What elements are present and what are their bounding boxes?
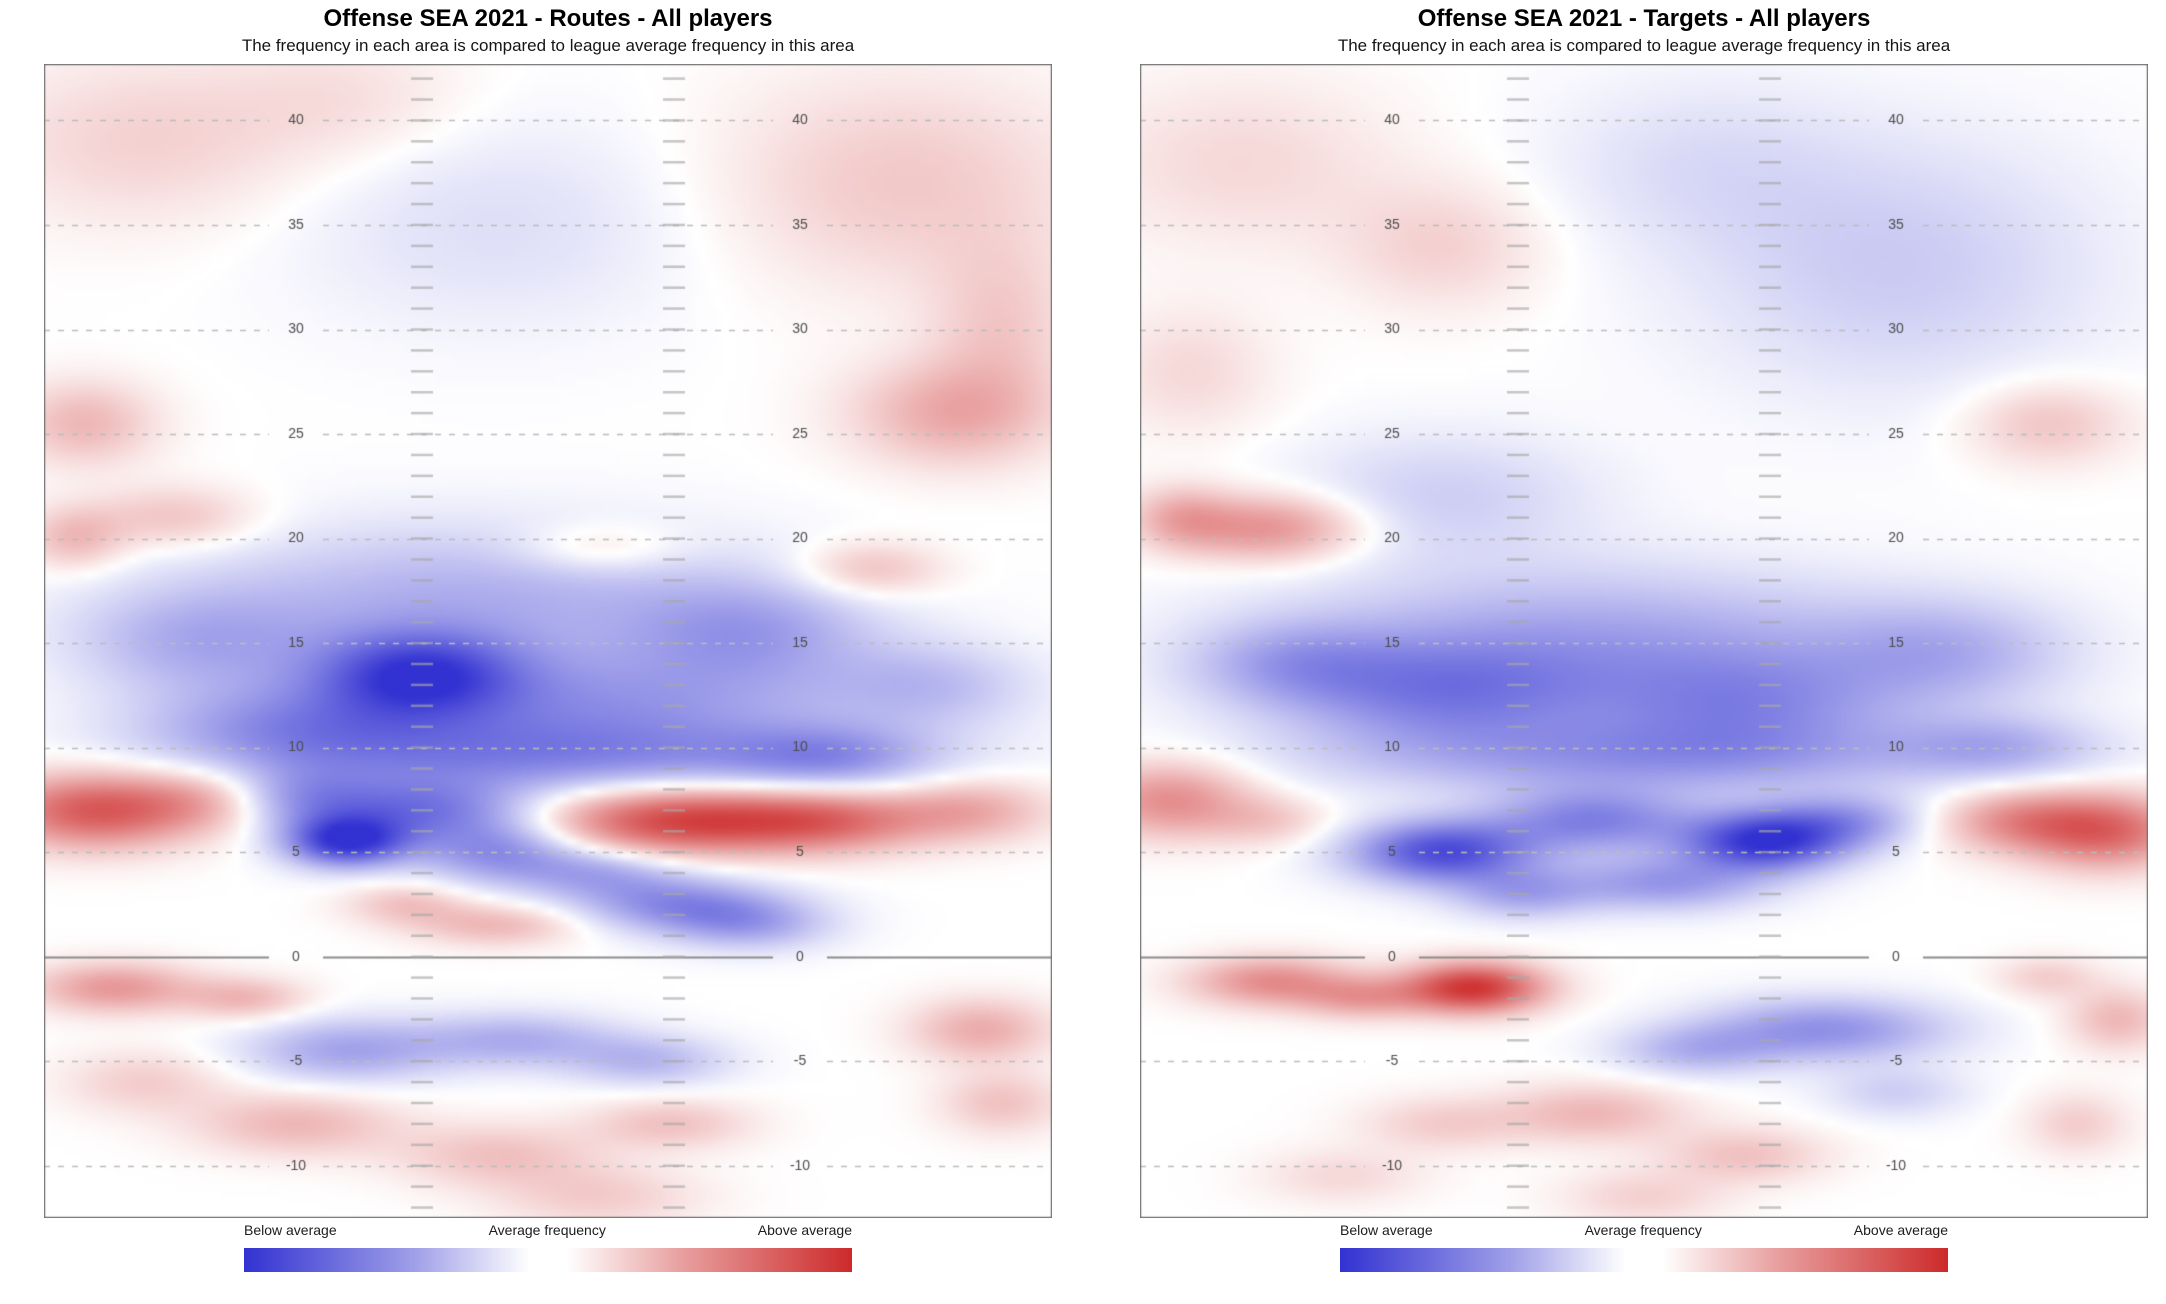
chart-title-targets: Offense SEA 2021 - Targets - All players bbox=[1417, 5, 1871, 32]
colorbar-gradient-routes bbox=[244, 1248, 852, 1272]
colorbar-label-average: Average frequency bbox=[488, 1222, 606, 1238]
field-plot-routes bbox=[44, 64, 1052, 1218]
field-heatmap-canvas-targets bbox=[1140, 64, 2148, 1218]
colorbar-label-below: Below average bbox=[1340, 1222, 1433, 1238]
colorbar-label-above: Above average bbox=[757, 1222, 852, 1238]
colorbar-label-average: Average frequency bbox=[1584, 1222, 1702, 1238]
colorbar-label-above: Above average bbox=[1853, 1222, 1948, 1238]
chart-panel-targets: Offense SEA 2021 - Targets - All players… bbox=[1083, 0, 2166, 1304]
chart-subtitle-routes: The frequency in each area is compared t… bbox=[241, 36, 855, 55]
chart-title-routes: Offense SEA 2021 - Routes - All players bbox=[323, 5, 773, 32]
field-heatmap-canvas-routes bbox=[44, 64, 1052, 1218]
colorbar-label-below: Below average bbox=[244, 1222, 337, 1238]
colorbar-labels-routes: Below average Average frequency Above av… bbox=[244, 1222, 852, 1238]
chart-panel-routes: Offense SEA 2021 - Routes - All players … bbox=[44, 5, 1052, 1272]
colorbar-gradient-targets bbox=[1340, 1248, 1948, 1272]
colorbar-labels-targets: Below average Average frequency Above av… bbox=[1340, 1222, 1948, 1238]
field-plot-targets bbox=[1140, 64, 2148, 1218]
chart-subtitle-targets: The frequency in each area is compared t… bbox=[1337, 36, 1951, 55]
